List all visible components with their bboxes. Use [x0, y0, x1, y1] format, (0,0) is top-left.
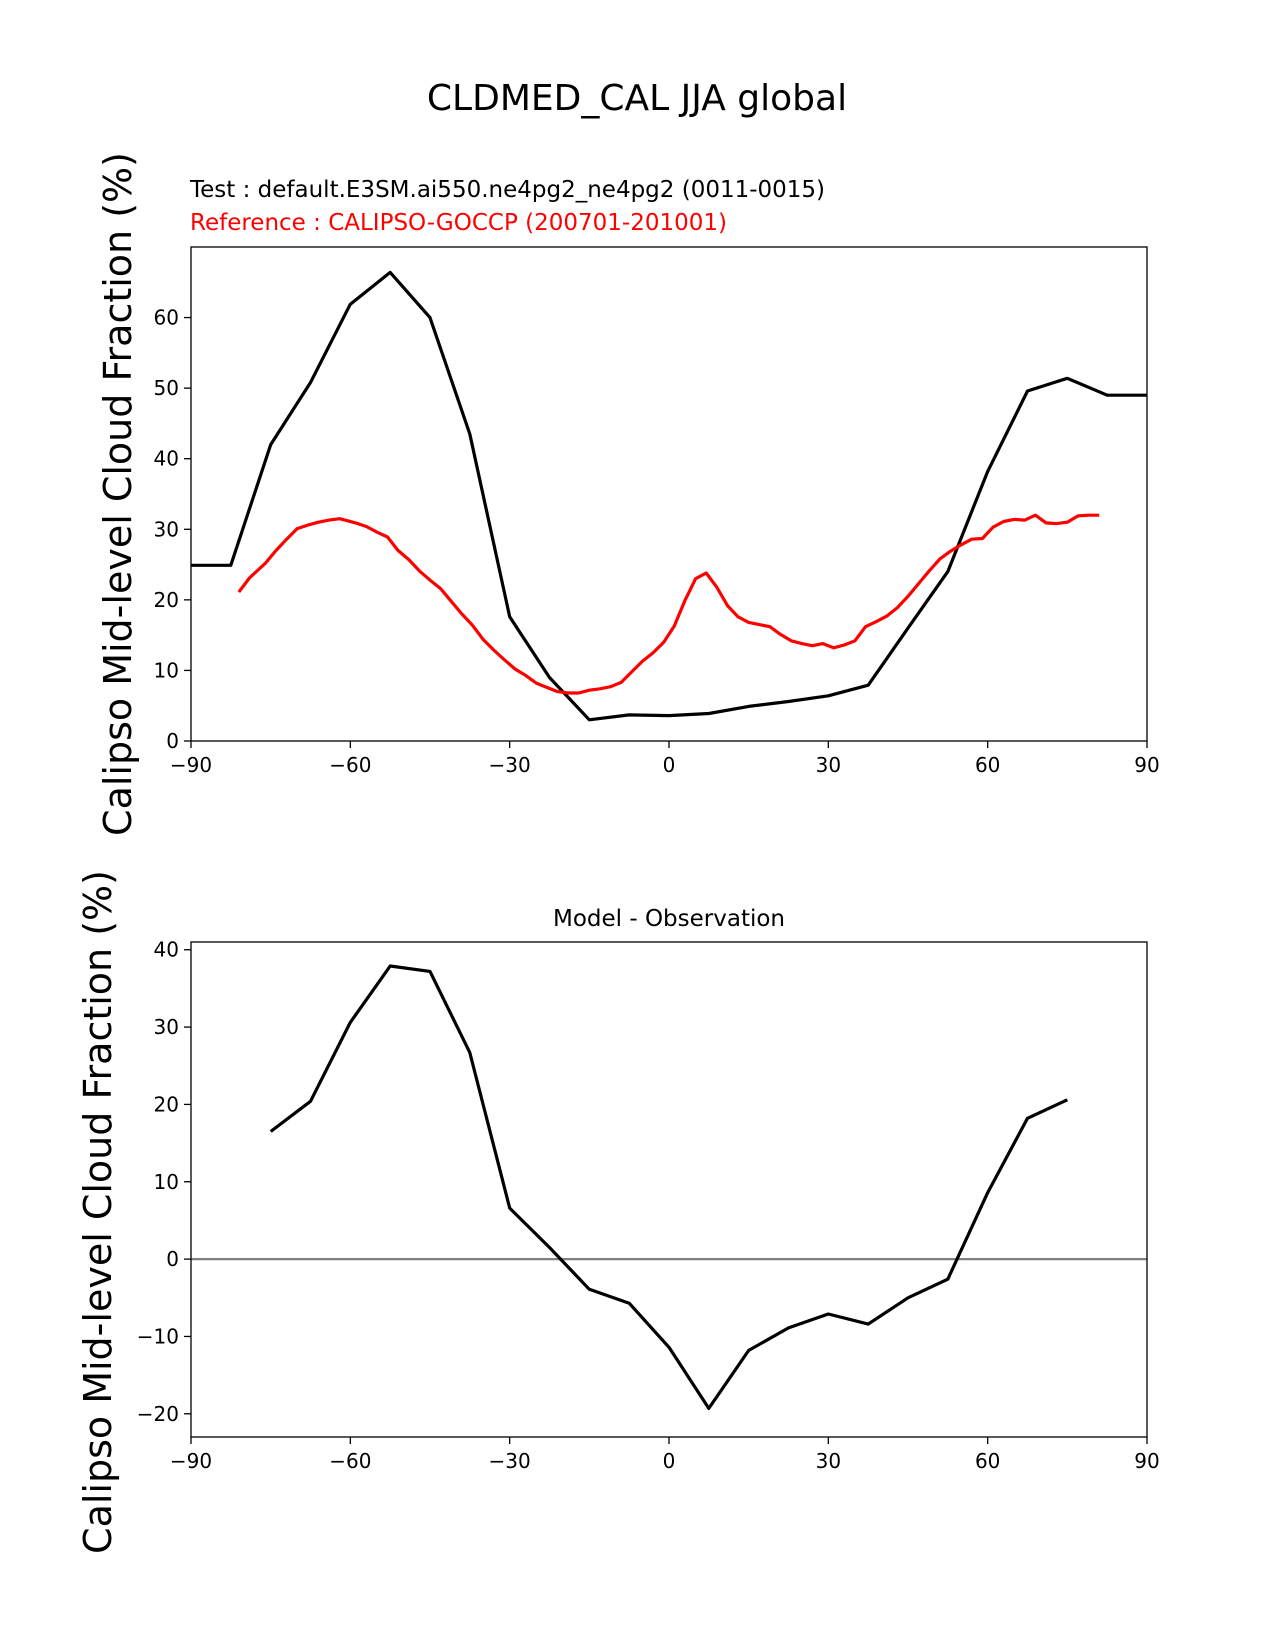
x-tick-label: −90: [170, 1449, 212, 1473]
y-tick-label: 20: [154, 588, 179, 612]
y-tick-label: 10: [154, 1170, 179, 1194]
y-tick-label: 40: [154, 938, 179, 962]
x-tick-label: −60: [329, 753, 371, 777]
x-tick-label: 60: [975, 1449, 1000, 1473]
series-line-0: [191, 270, 1147, 722]
x-tick-label: 0: [663, 753, 676, 777]
x-tick-label: −90: [170, 753, 212, 777]
bottom-plot-area: −90 −60 −30 0 30 60 90 −20 −10 0 10 20 30 40: [137, 938, 1160, 1473]
y-tick-label: 10: [154, 658, 179, 682]
bottom-plot-frame: [190, 941, 1148, 1438]
x-tick-label: 60: [975, 753, 1000, 777]
series-line-1: [237, 513, 1100, 695]
top-plot-frame: [190, 246, 1148, 742]
y-tick-label: 20: [154, 1092, 179, 1116]
top-y-axis-label: Calipso Mid-level Cloud Fraction (%): [96, 152, 140, 836]
y-tick-label: 40: [154, 447, 179, 471]
x-tick-label: 90: [1134, 1449, 1159, 1473]
figure-title: CLDMED_CAL JJA global: [427, 78, 847, 119]
x-tick-label: 30: [816, 753, 841, 777]
x-tick-label: −30: [489, 753, 531, 777]
y-tick-label: 30: [154, 517, 179, 541]
y-tick-label: 60: [154, 306, 179, 330]
bottom-y-axis-label: Calipso Mid-level Cloud Fraction (%): [76, 870, 120, 1554]
series-line-0: [269, 964, 1068, 1411]
y-tick-label: −20: [137, 1402, 179, 1426]
x-tick-label: −30: [489, 1449, 531, 1473]
x-tick-label: 0: [663, 1449, 676, 1473]
test-label: Test : default.E3SM.ai550.ne4pg2_ne4pg2 …: [189, 177, 825, 203]
y-tick-label: −10: [137, 1324, 179, 1348]
reference-label: Reference : CALIPSO-GOCCP (200701-201001…: [190, 210, 727, 236]
y-tick-label: 50: [154, 376, 179, 400]
bottom-panel-title: Model - Observation: [553, 906, 785, 932]
x-tick-label: −60: [329, 1449, 371, 1473]
y-tick-label: 30: [154, 1015, 179, 1039]
y-tick-label: 0: [166, 1247, 179, 1271]
top-plot-area: −90 −60 −30 0 30 60 90 0 10 20 30 40 50 60: [154, 246, 1160, 777]
x-tick-label: 30: [816, 1449, 841, 1473]
y-tick-label: 0: [166, 729, 179, 753]
x-tick-label: 90: [1134, 753, 1159, 777]
